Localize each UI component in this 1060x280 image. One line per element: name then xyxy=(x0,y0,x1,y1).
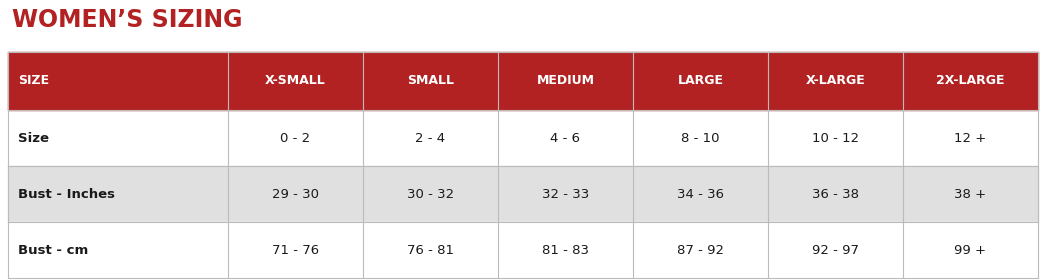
Text: 12 +: 12 + xyxy=(954,132,987,144)
Text: 81 - 83: 81 - 83 xyxy=(542,244,589,256)
Text: 34 - 36: 34 - 36 xyxy=(677,188,724,200)
Text: 2X-LARGE: 2X-LARGE xyxy=(936,74,1005,87)
Text: 4 - 6: 4 - 6 xyxy=(550,132,581,144)
Text: X-LARGE: X-LARGE xyxy=(806,74,865,87)
Bar xyxy=(8,110,1038,166)
Text: 2 - 4: 2 - 4 xyxy=(416,132,445,144)
Text: 87 - 92: 87 - 92 xyxy=(677,244,724,256)
Text: 10 - 12: 10 - 12 xyxy=(812,132,859,144)
Text: Size: Size xyxy=(18,132,49,144)
Bar xyxy=(8,166,1038,222)
Text: Bust - cm: Bust - cm xyxy=(18,244,88,256)
Text: 76 - 81: 76 - 81 xyxy=(407,244,454,256)
Text: 92 - 97: 92 - 97 xyxy=(812,244,859,256)
Text: 8 - 10: 8 - 10 xyxy=(682,132,720,144)
Text: WOMEN’S SIZING: WOMEN’S SIZING xyxy=(12,8,243,32)
Text: 99 +: 99 + xyxy=(954,244,987,256)
Text: 32 - 33: 32 - 33 xyxy=(542,188,589,200)
Text: X-SMALL: X-SMALL xyxy=(265,74,325,87)
Text: 0 - 2: 0 - 2 xyxy=(281,132,311,144)
Text: LARGE: LARGE xyxy=(677,74,724,87)
Text: 36 - 38: 36 - 38 xyxy=(812,188,859,200)
Bar xyxy=(8,52,1038,110)
Bar xyxy=(8,222,1038,278)
Text: Bust - Inches: Bust - Inches xyxy=(18,188,114,200)
Text: 30 - 32: 30 - 32 xyxy=(407,188,454,200)
Text: MEDIUM: MEDIUM xyxy=(536,74,595,87)
Text: 71 - 76: 71 - 76 xyxy=(272,244,319,256)
Text: 38 +: 38 + xyxy=(954,188,987,200)
Text: SMALL: SMALL xyxy=(407,74,454,87)
Text: SIZE: SIZE xyxy=(18,74,49,87)
Text: 29 - 30: 29 - 30 xyxy=(272,188,319,200)
